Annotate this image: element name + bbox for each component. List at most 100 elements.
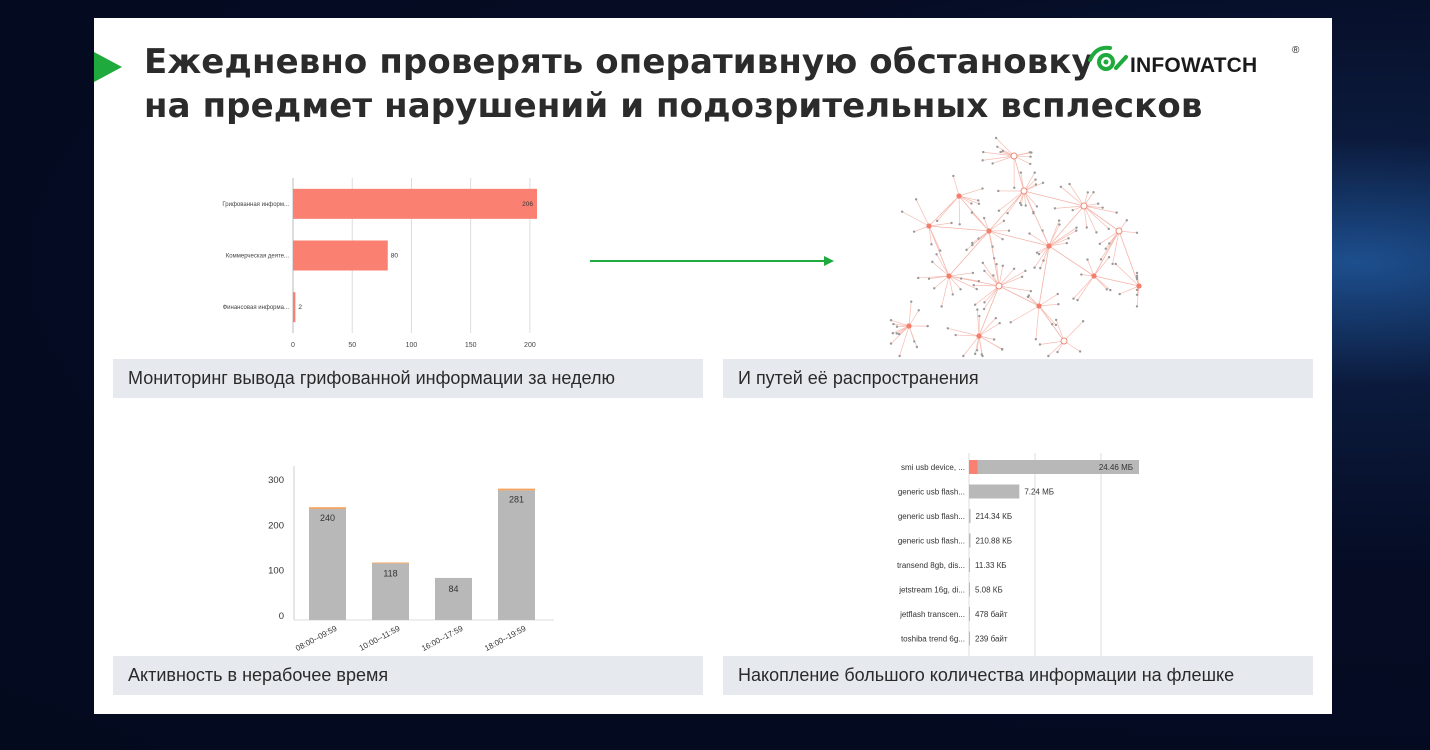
network-leaf-node <box>1041 229 1044 232</box>
network-leaf-node <box>1080 273 1083 276</box>
network-leaf-node <box>895 332 898 335</box>
play-marker-icon <box>94 52 122 82</box>
network-edge <box>1093 257 1110 277</box>
network-edge <box>998 190 1025 211</box>
network-leaf-node <box>1002 219 1006 223</box>
network-edge <box>1048 238 1069 247</box>
network-leaf-node <box>1027 294 1030 297</box>
network-edge <box>1069 183 1085 207</box>
network-leaf-node <box>1056 292 1059 296</box>
network-leaf-node <box>913 340 916 343</box>
network-edges <box>890 137 1140 357</box>
network-edge <box>1100 230 1120 260</box>
network-leaf-node <box>900 210 904 213</box>
network-edge <box>1055 319 1065 342</box>
network-leaf-node <box>1057 219 1061 222</box>
network-leaf-node <box>1054 323 1058 327</box>
network-edge <box>908 325 918 348</box>
network-leaf-node <box>983 269 986 273</box>
network-edge <box>995 137 1015 157</box>
bar <box>969 484 1020 499</box>
category-label: toshiba trend 6g... <box>901 635 965 644</box>
network-edge <box>1038 303 1059 307</box>
network-edge <box>958 195 980 205</box>
network-edge <box>1093 275 1140 287</box>
network-leaf-node <box>1092 191 1095 194</box>
network-leaf-node <box>977 199 980 202</box>
network-edge <box>1039 245 1050 269</box>
network-hub-node <box>1060 337 1068 345</box>
network-leaf-node <box>1006 211 1009 215</box>
network-edge <box>948 230 990 277</box>
y-tick-label: 300 <box>268 475 284 486</box>
network-edge <box>918 275 950 279</box>
network-edge <box>955 334 980 337</box>
value-label: 2 <box>298 304 302 311</box>
caption-usb-accumulation: Накопление большого количества информаци… <box>723 656 1313 695</box>
network-leaf-node <box>1081 320 1085 323</box>
network-edge <box>998 285 1031 292</box>
network-leaf-node <box>897 332 901 336</box>
bar-base <box>435 616 472 620</box>
network-edge <box>1039 340 1065 345</box>
network-hub-node <box>906 323 912 329</box>
network-leaf-node <box>959 288 962 291</box>
value-label: 478 байт <box>975 610 1008 619</box>
network-edge <box>1083 205 1088 228</box>
network-leaf-node <box>892 322 895 326</box>
network-leaf-node <box>1039 266 1042 270</box>
category-label: Коммерческая деяте... <box>226 254 290 260</box>
network-hub-node <box>1080 202 1088 210</box>
network-leaf-node <box>889 319 893 322</box>
network-hub-node <box>1010 152 1018 160</box>
network-leaf-node <box>1135 231 1139 235</box>
network-leaf-node <box>997 209 1001 212</box>
network-leaf-node <box>1035 205 1039 208</box>
network-edge <box>1083 205 1117 213</box>
network-edge <box>928 225 950 277</box>
network-leaf-node <box>1020 203 1023 207</box>
network-edge <box>1048 227 1077 247</box>
category-label: jetflash transcen... <box>899 610 965 619</box>
network-hub-node <box>926 223 932 229</box>
bar-base <box>309 616 346 620</box>
network-leaf-node <box>982 216 986 220</box>
network-edge <box>982 155 1015 161</box>
network-edge <box>972 230 990 244</box>
value-label: 239 байт <box>975 635 1008 644</box>
network-leaf-node <box>898 354 901 358</box>
bar <box>969 509 971 523</box>
network-edge <box>902 211 930 227</box>
network-edge <box>1087 259 1095 277</box>
network-edge <box>1048 205 1085 247</box>
network-leaf-node <box>946 327 950 330</box>
network-edge <box>1118 230 1140 287</box>
network-edge <box>983 285 1000 310</box>
network-edge <box>1093 230 1120 277</box>
network-leaf-node <box>982 150 985 154</box>
network-edge <box>934 275 950 289</box>
value-label: 11.33 КБ <box>975 561 1007 570</box>
network-leaf-node <box>1085 226 1088 229</box>
network-edge <box>899 325 910 357</box>
network-edge <box>936 195 960 222</box>
network-leaf-node <box>1034 338 1038 341</box>
network-hub-node <box>946 273 952 279</box>
network-edge <box>958 188 983 197</box>
network-leaf-node <box>1111 262 1114 266</box>
bar <box>293 188 537 219</box>
network-edge <box>1023 172 1036 192</box>
network-edge <box>948 275 977 290</box>
network-leaf-node <box>917 276 920 280</box>
network-edge <box>890 319 910 327</box>
network-leaf-node <box>926 324 929 328</box>
network-leaf-node <box>1024 269 1027 273</box>
network-hub-node <box>1136 283 1142 289</box>
network-leaf-node <box>1118 292 1121 296</box>
network-leaf-node <box>1059 185 1063 189</box>
network-leaf-node <box>935 253 938 256</box>
network-edge <box>953 175 960 197</box>
network-leaf-node <box>1029 155 1032 158</box>
bar-segment <box>372 562 409 564</box>
x-tick-label: 150 <box>465 342 477 349</box>
